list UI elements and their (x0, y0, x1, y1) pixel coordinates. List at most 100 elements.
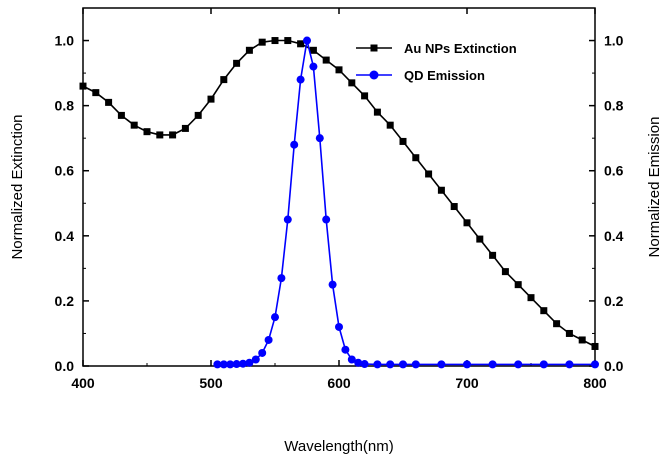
emission-point (213, 360, 222, 369)
extinction-point (335, 66, 343, 74)
extinction-point (207, 95, 215, 103)
extinction-point (565, 329, 573, 337)
emission-point (290, 140, 299, 149)
emission-point (226, 360, 235, 369)
emission-point (251, 355, 260, 364)
x-tick-label: 600 (327, 375, 351, 391)
x-tick-label: 700 (455, 375, 479, 391)
extinction-point (514, 281, 522, 289)
y-axis-left-label: Normalized Extinction (9, 114, 26, 259)
extinction-point (476, 235, 484, 243)
emission-point (539, 360, 548, 369)
emission-point (591, 360, 599, 369)
y-tick-label-left: 0.8 (55, 98, 75, 114)
extinction-line (82, 39, 596, 348)
emission-point (258, 348, 267, 357)
extinction-point (181, 124, 189, 132)
extinction-point (233, 59, 241, 67)
extinction-point (271, 37, 279, 45)
emission-point (360, 360, 369, 369)
y-tick-label-right: 0.8 (604, 98, 624, 114)
emission-point (411, 360, 420, 369)
extinction-point (258, 38, 266, 46)
emission-point (565, 360, 574, 369)
x-axis-label: Wavelength(nm) (284, 438, 393, 455)
emission-point (322, 215, 331, 224)
legend-marker-extinction (370, 44, 378, 52)
x-tick-label: 500 (199, 375, 223, 391)
extinction-point (489, 251, 497, 259)
y-tick-label-left: 0.4 (55, 228, 75, 244)
emission-point (488, 360, 497, 369)
extinction-point (92, 89, 100, 97)
emission-point (514, 360, 523, 369)
y-tick-label-right: 0.6 (604, 163, 624, 179)
extinction-point (117, 111, 125, 119)
emission-point (283, 215, 292, 224)
emission-point (277, 274, 286, 283)
extinction-point (156, 131, 164, 139)
extinction-point (527, 294, 535, 302)
extinction-point (437, 186, 445, 194)
y-tick-label-left: 0.6 (55, 163, 75, 179)
extinction-point (284, 37, 292, 45)
emission-point (239, 359, 247, 368)
emission-point (463, 360, 471, 369)
extinction-point (79, 82, 87, 90)
extinction-point (501, 268, 509, 276)
emission-point (219, 360, 228, 369)
extinction-point (412, 154, 420, 162)
extinction-point (194, 111, 202, 119)
extinction-point (399, 137, 407, 145)
extinction-point (348, 79, 356, 87)
legend: Au NPs Extinction QD Emission (356, 41, 517, 83)
emission-point (271, 313, 279, 322)
emission-point (437, 360, 446, 369)
extinction-point (322, 56, 330, 64)
emission-point (335, 322, 343, 331)
emission-point (315, 134, 324, 143)
emission-point (341, 345, 350, 354)
extinction-point (591, 342, 599, 350)
emission-point (232, 360, 241, 369)
legend-label-extinction: Au NPs Extinction (404, 41, 517, 56)
extinction-point (540, 307, 548, 315)
emission-point (347, 355, 356, 364)
emission-point (309, 62, 318, 71)
y-tick-label-right: 0.0 (604, 358, 624, 374)
x-tick-label: 800 (583, 375, 607, 391)
legend-marker-emission (369, 70, 379, 80)
y-tick-label-right: 1.0 (604, 33, 624, 49)
extinction-point (463, 219, 471, 227)
y-tick-label-right: 0.4 (604, 228, 624, 244)
x-tick-label: 400 (71, 375, 95, 391)
extinction-point (143, 128, 151, 136)
y-tick-label-left: 0.0 (55, 358, 75, 374)
extinction-point (373, 108, 381, 116)
y-tick-label-left: 1.0 (55, 33, 75, 49)
y-tick-label-left: 0.2 (55, 293, 75, 309)
extinction-point (130, 121, 138, 129)
legend-label-emission: QD Emission (404, 68, 485, 83)
emission-point (245, 358, 254, 367)
emission-point (399, 360, 407, 369)
extinction-point (105, 98, 113, 106)
emission-point (296, 75, 305, 84)
extinction-point (450, 203, 458, 211)
extinction-point (169, 131, 177, 139)
extinction-point (553, 320, 561, 328)
emission-point (264, 335, 273, 344)
extinction-point (425, 170, 433, 178)
y-axis-right-label: Normalized Emission (646, 117, 663, 258)
emission-point (354, 358, 363, 367)
emission-point (328, 280, 337, 289)
extinction-point (386, 121, 394, 129)
extinction-point (297, 40, 305, 48)
emission-point (373, 360, 382, 369)
extinction-point (245, 46, 253, 54)
extinction-point (309, 46, 317, 54)
series-layer (79, 36, 599, 369)
extinction-point (220, 76, 228, 84)
